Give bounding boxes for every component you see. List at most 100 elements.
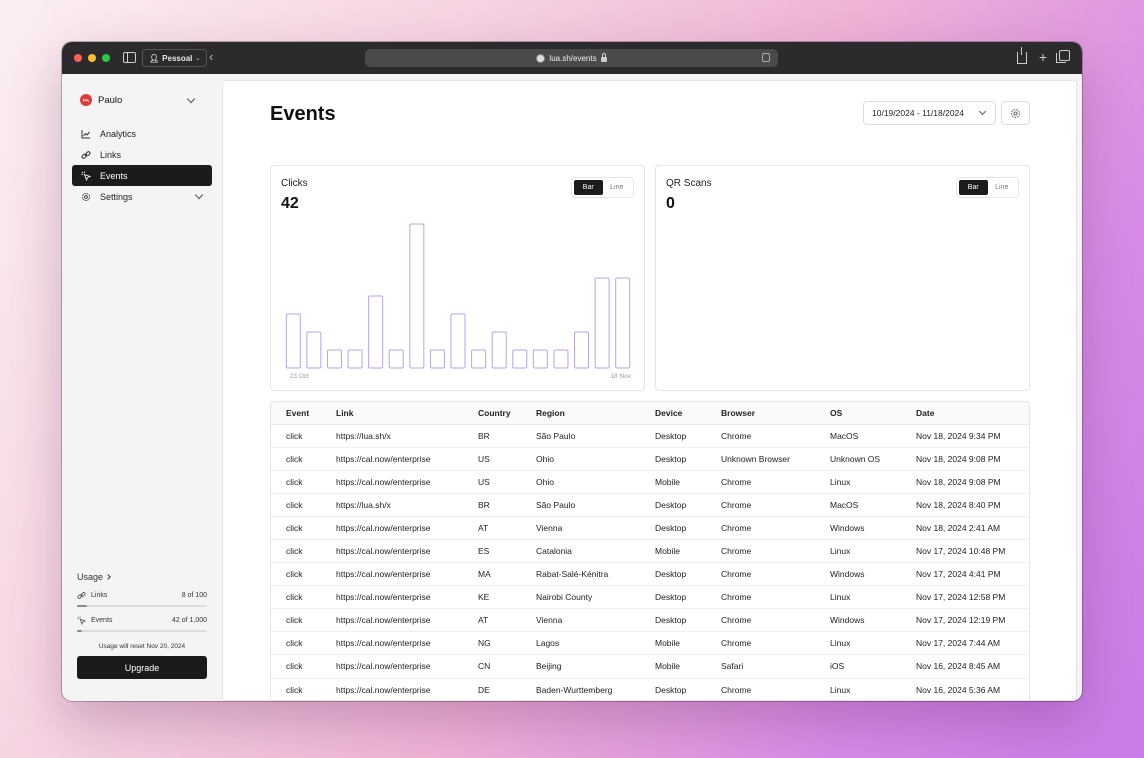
usage-header[interactable]: Usage bbox=[77, 572, 207, 582]
table-row[interactable]: click https://cal.now/enterprise AT Vienna D… bbox=[271, 516, 1029, 540]
chart-bar[interactable] bbox=[450, 313, 466, 369]
table-row[interactable]: click https://cal.now/enterprise MA Rabat-S… bbox=[271, 562, 1029, 587]
table-cell: Safari bbox=[721, 654, 830, 679]
table-cell: Mobile bbox=[655, 539, 721, 564]
table-row[interactable]: click https://cal.now/enterprise NG Lagos Mo… bbox=[271, 631, 1029, 656]
line-toggle-button[interactable]: Line bbox=[995, 184, 1009, 191]
chevron-right-icon bbox=[105, 574, 111, 580]
chart-bar[interactable] bbox=[615, 277, 631, 369]
table-row[interactable]: click https://cal.now/enterprise DE Baden-W… bbox=[271, 678, 1029, 700]
table-row[interactable]: click https://cal.now/enterprise KE Nairobi… bbox=[271, 585, 1029, 610]
new-tab-icon[interactable]: + bbox=[1038, 49, 1047, 65]
chart-bar[interactable] bbox=[532, 349, 548, 369]
sidebar-item-links[interactable]: Links bbox=[72, 144, 212, 165]
table-row[interactable]: click https://lua.sh/x BR São Paulo Desktop C… bbox=[271, 424, 1029, 448]
table-cell: Vienna bbox=[536, 516, 655, 540]
share-icon[interactable] bbox=[1016, 47, 1027, 64]
table-row[interactable]: click https://cal.now/enterprise AT Vienna D… bbox=[271, 608, 1029, 633]
table-cell: https://cal.now/enterprise bbox=[336, 654, 478, 679]
favicon-icon bbox=[536, 53, 546, 63]
chart-bar[interactable] bbox=[326, 349, 342, 369]
usage-links-label: Links bbox=[91, 592, 108, 599]
table-cell: Desktop bbox=[655, 516, 721, 540]
chart-bar[interactable] bbox=[388, 349, 404, 369]
upgrade-button[interactable]: Upgrade bbox=[77, 656, 207, 679]
clicks-chart-toggle: Bar Line bbox=[571, 177, 634, 198]
table-cell: Beijing bbox=[536, 654, 655, 679]
sidebar-item-settings[interactable]: Settings bbox=[72, 186, 212, 207]
table-cell: Rabat-Salé-Kénitra bbox=[536, 562, 655, 587]
date-range-value: 10/19/2024 - 11/18/2024 bbox=[872, 108, 965, 118]
table-cell: Linux bbox=[830, 539, 916, 564]
chart-bar[interactable] bbox=[368, 295, 384, 369]
column-header: Region bbox=[536, 402, 655, 425]
close-window-button[interactable] bbox=[74, 54, 82, 62]
chart-bar[interactable] bbox=[553, 349, 569, 369]
table-cell: click bbox=[271, 493, 336, 517]
chart-bar[interactable] bbox=[285, 313, 301, 369]
sidebar: PA Paulo Analytics Links Events bbox=[62, 74, 222, 701]
table-row[interactable]: click https://lua.sh/x BR São Paulo Desktop C… bbox=[271, 493, 1029, 517]
minimize-window-button[interactable] bbox=[88, 54, 96, 62]
table-cell: https://cal.now/enterprise bbox=[336, 562, 478, 587]
chart-bar[interactable] bbox=[306, 331, 322, 369]
table-row[interactable]: click https://cal.now/enterprise CN Beijing… bbox=[271, 654, 1029, 679]
table-row[interactable]: click https://cal.now/enterprise US Ohio Mob… bbox=[271, 470, 1029, 494]
chart-bar[interactable] bbox=[429, 349, 445, 369]
tab-overview-icon[interactable] bbox=[1056, 50, 1070, 63]
chart-bar[interactable] bbox=[512, 349, 528, 369]
bar-toggle-button[interactable]: Bar bbox=[959, 180, 988, 195]
chevron-down-icon bbox=[978, 107, 987, 116]
table-row[interactable]: click https://cal.now/enterprise ES Catalon… bbox=[271, 539, 1029, 564]
table-cell: Mobile bbox=[655, 631, 721, 656]
chart-bar[interactable] bbox=[594, 277, 610, 369]
display-settings-button[interactable] bbox=[1001, 101, 1030, 125]
chart-bar[interactable] bbox=[491, 331, 507, 369]
table-cell: Desktop bbox=[655, 562, 721, 587]
table-cell: click bbox=[271, 608, 336, 633]
table-cell: click bbox=[271, 562, 336, 587]
bar-toggle-button[interactable]: Bar bbox=[574, 180, 603, 195]
table-cell: São Paulo bbox=[536, 424, 655, 448]
sidebar-item-analytics[interactable]: Analytics bbox=[72, 123, 212, 144]
address-bar[interactable]: lua.sh/events bbox=[365, 49, 778, 67]
maximize-window-button[interactable] bbox=[102, 54, 110, 62]
reader-icon[interactable] bbox=[762, 53, 770, 62]
table-cell: Windows bbox=[830, 562, 916, 587]
table-cell: MA bbox=[478, 562, 536, 587]
table-cell: Nov 17, 2024 10:48 PM bbox=[916, 539, 1029, 564]
table-cell: Nov 17, 2024 12:58 PM bbox=[916, 585, 1029, 610]
table-cell: Linux bbox=[830, 631, 916, 656]
table-cell: Windows bbox=[830, 516, 916, 540]
table-cell: KE bbox=[478, 585, 536, 610]
chevron-down-icon: ⌄ bbox=[195, 55, 201, 62]
table-cell: São Paulo bbox=[536, 493, 655, 517]
table-cell: Desktop bbox=[655, 608, 721, 633]
usage-panel: Usage Links 8 of 100 Events 42 of 1,000 bbox=[77, 572, 207, 679]
table-row[interactable]: click https://cal.now/enterprise US Ohio Des… bbox=[271, 447, 1029, 471]
date-range-picker[interactable]: 10/19/2024 - 11/18/2024 bbox=[863, 101, 996, 125]
table-cell: US bbox=[478, 470, 536, 494]
line-toggle-button[interactable]: Line bbox=[610, 184, 624, 191]
sidebar-toggle-icon[interactable] bbox=[123, 52, 136, 63]
table-cell: Nov 18, 2024 9:08 PM bbox=[916, 470, 1029, 494]
person-icon: 👤︎ bbox=[149, 53, 160, 63]
sidebar-item-events[interactable]: Events bbox=[72, 165, 212, 186]
column-header: Device bbox=[655, 402, 721, 425]
table-cell: MacOS bbox=[830, 493, 916, 517]
table-cell: https://cal.now/enterprise bbox=[336, 539, 478, 564]
table-cell: click bbox=[271, 539, 336, 564]
avatar: PA bbox=[80, 94, 92, 106]
back-arrow-icon[interactable]: ‹ bbox=[209, 49, 214, 64]
cursor-click-icon bbox=[77, 616, 86, 625]
chart-bar[interactable] bbox=[409, 223, 425, 369]
chart-bar[interactable] bbox=[347, 349, 363, 369]
chart-bar[interactable] bbox=[574, 331, 590, 369]
sidebar-item-label: Settings bbox=[100, 191, 133, 202]
user-switcher[interactable]: PA Paulo bbox=[80, 94, 196, 106]
chart-bar[interactable] bbox=[471, 349, 487, 369]
table-cell: Ohio bbox=[536, 470, 655, 494]
browser-profile-button[interactable]: 👤︎ Pessoal ⌄ bbox=[142, 49, 208, 67]
table-cell: Nov 17, 2024 7:44 AM bbox=[916, 631, 1029, 656]
table-cell: click bbox=[271, 631, 336, 656]
